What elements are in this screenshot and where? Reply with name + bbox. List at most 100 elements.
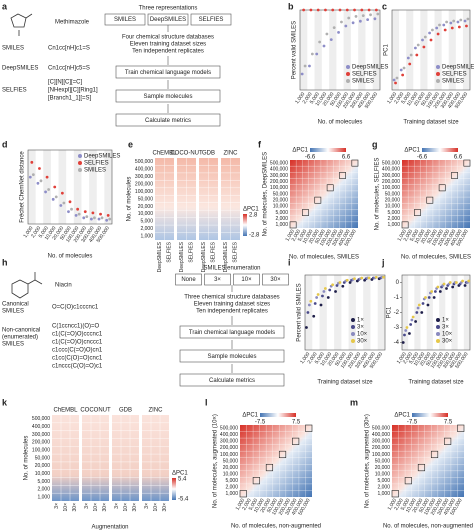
dot [430, 290, 434, 293]
flow-step: Calculate metrics [209, 378, 255, 384]
y-tick-label: 10,000 [385, 204, 401, 210]
representation-name: SMILES [2, 46, 24, 52]
dot [408, 332, 411, 335]
highlight-box [414, 209, 421, 216]
band [89, 150, 97, 224]
dot [435, 26, 439, 30]
panel-label: i [288, 257, 291, 267]
y-tick-label: 300,000 [382, 173, 400, 179]
panel-label: e [128, 139, 133, 149]
dot [421, 302, 425, 305]
panel-label: d [2, 139, 8, 149]
column-label: SELFIES [211, 241, 217, 262]
dot [322, 44, 326, 48]
dot [421, 38, 424, 42]
dot [353, 277, 356, 281]
flow-setup: Ten independent replicates [132, 49, 204, 55]
legend-label: 30× [442, 339, 453, 345]
dot [30, 160, 34, 164]
dot [36, 181, 40, 185]
panel-label: a [2, 1, 8, 11]
band [426, 275, 433, 350]
y-tick-label: 500,000 [270, 160, 288, 166]
dot [93, 216, 96, 220]
dot [404, 329, 408, 332]
column-label: 3× [144, 503, 150, 509]
flow-box [179, 349, 285, 363]
flow-option: None [181, 277, 196, 283]
dot [335, 284, 339, 287]
highlight-box [265, 463, 274, 472]
legend-swatch [351, 318, 355, 322]
legend-swatch [351, 332, 355, 336]
flow-step: Calculate metrics [145, 118, 191, 124]
y-tick-label: 5,000 [37, 479, 50, 485]
dot [108, 217, 112, 221]
dot [44, 190, 47, 194]
dot [85, 215, 89, 219]
dot [423, 35, 427, 39]
dot [443, 28, 447, 32]
band [43, 150, 51, 224]
flow-box [262, 273, 289, 286]
flow-option: DeepSMILES [150, 17, 186, 23]
dot [47, 188, 51, 191]
y-tick-label: 400,000 [32, 424, 50, 430]
dot [442, 282, 446, 286]
dot [74, 213, 78, 217]
colorbar-label: 6.6 [342, 155, 351, 161]
canonical-smiles: O=C(O)c1cccnc1 [52, 305, 99, 311]
dot [409, 53, 413, 57]
x-tick-label: 1,000 [387, 497, 399, 511]
dot [459, 18, 463, 22]
y-tick-label: 400,000 [135, 167, 153, 173]
band [439, 275, 446, 350]
dot [334, 290, 337, 293]
noncanonical-smiles: C(1ccncc1)(O)=O [52, 324, 100, 330]
dot [319, 303, 323, 307]
column-label: 30× [162, 503, 168, 512]
dot [345, 8, 349, 12]
band [28, 150, 36, 224]
highlight-box [391, 490, 399, 498]
dot [442, 23, 446, 27]
band [73, 150, 82, 224]
flow-box [175, 273, 202, 286]
x-tick-label: 2,000 [291, 228, 303, 242]
y-tick-label: 1,000 [387, 222, 400, 228]
band [343, 10, 351, 90]
highlight-box [438, 184, 446, 192]
y-tick-label: 0 [396, 280, 400, 286]
flow-box [179, 373, 285, 387]
dot [445, 20, 448, 24]
y-tick-label: 1,000 [377, 491, 390, 497]
y-tick-label: 400,000 [382, 167, 400, 173]
column-label: 30× [132, 503, 138, 512]
y-tick-label: 2,000 [377, 485, 390, 491]
database-label: COCO-NUT [170, 151, 203, 157]
dot [408, 62, 412, 66]
highlight-box [451, 172, 458, 179]
dot [28, 175, 32, 179]
flow-option: SMILES [114, 17, 136, 23]
dot [31, 173, 35, 177]
dot [316, 293, 320, 296]
dot [426, 303, 430, 307]
x-axis-label: No. of molecules, SMILES [401, 255, 471, 261]
legend-label: DeepSMILES [442, 65, 474, 71]
legend-label: SELFIES [84, 161, 109, 167]
dot [417, 303, 421, 307]
y-axis-label: PC1 [384, 44, 390, 56]
highlight-box [463, 159, 471, 167]
dot [358, 19, 362, 23]
x-axis-label: No. of molecules, non-augmented [231, 524, 321, 530]
heatmap-block [52, 415, 79, 501]
flow-setup: Four chemical structure databases [122, 35, 214, 41]
legend-swatch [351, 339, 355, 343]
y-axis-label: No. of molecules [24, 436, 30, 481]
legend-label: SMILES [442, 79, 464, 85]
panel-label: h [2, 257, 8, 267]
y-tick-label: 100,000 [220, 452, 238, 458]
dot [308, 64, 311, 68]
y-tick-label: 5,000 [140, 219, 153, 225]
